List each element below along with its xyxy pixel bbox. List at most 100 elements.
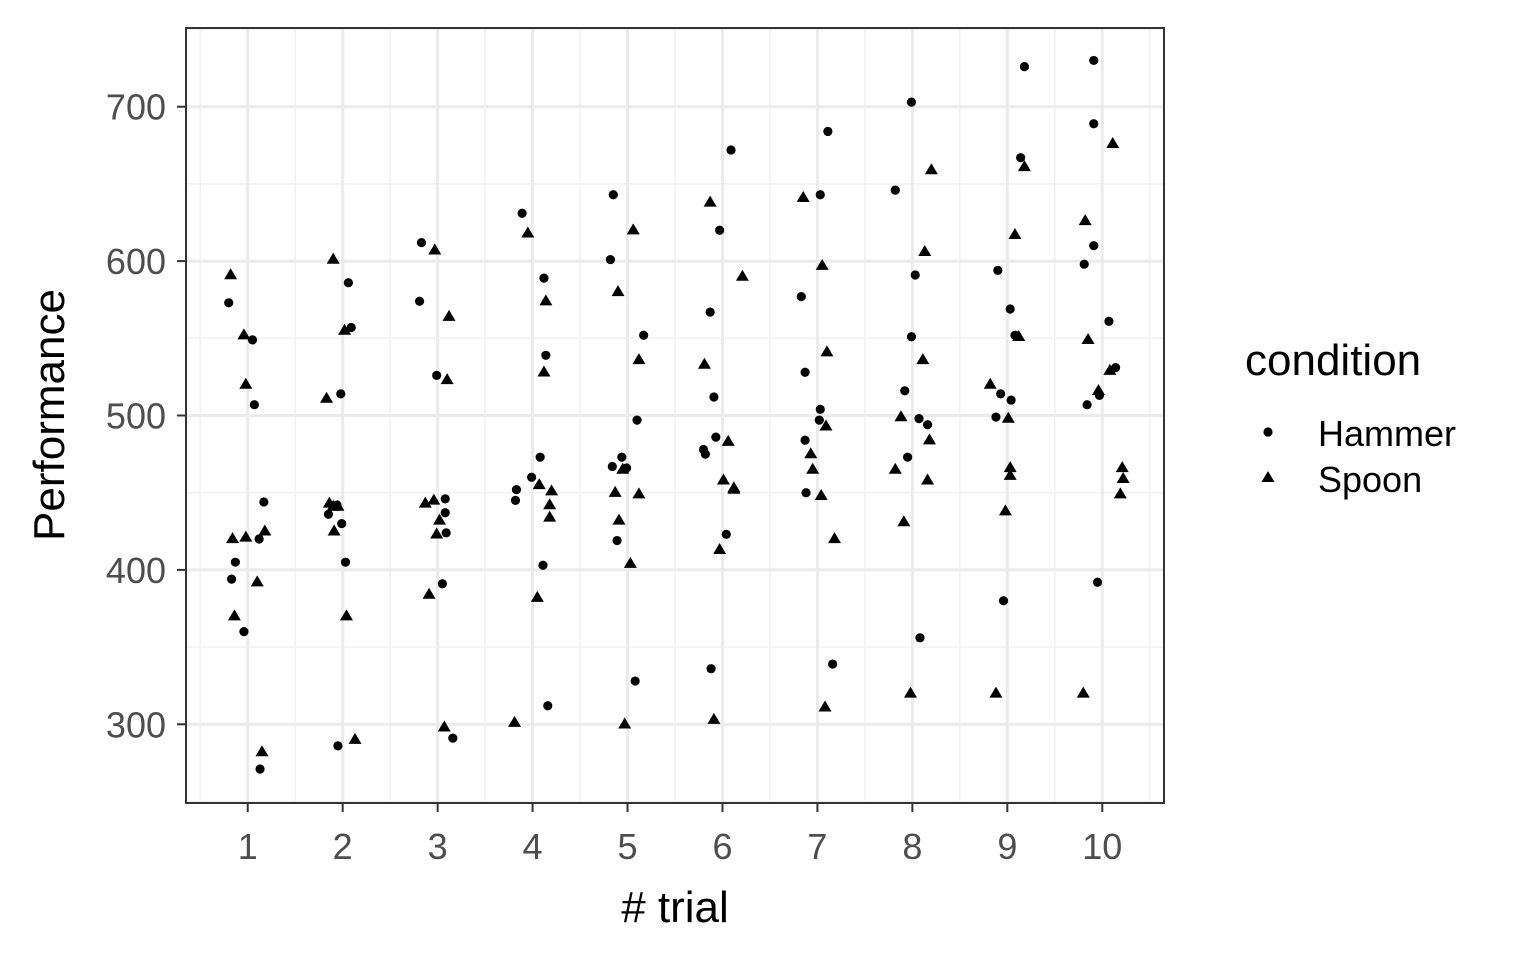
point-spoon bbox=[989, 686, 1003, 698]
point-hammer bbox=[226, 574, 237, 584]
point-hammer bbox=[915, 633, 925, 643]
point-hammer bbox=[259, 497, 269, 507]
point-spoon bbox=[331, 499, 345, 511]
point-spoon bbox=[819, 419, 833, 431]
point-hammer bbox=[823, 126, 833, 137]
point-spoon bbox=[543, 498, 557, 510]
point-hammer bbox=[448, 733, 458, 743]
point-hammer bbox=[1016, 153, 1026, 163]
point-spoon bbox=[1103, 363, 1117, 375]
point-spoon bbox=[537, 365, 551, 377]
point-spoon bbox=[530, 590, 544, 602]
point-spoon bbox=[338, 323, 352, 335]
point-spoon bbox=[339, 609, 353, 621]
point-hammer bbox=[1006, 395, 1016, 405]
point-spoon bbox=[327, 524, 341, 536]
point-spoon bbox=[611, 285, 625, 297]
point-spoon bbox=[921, 473, 935, 485]
point-spoon bbox=[814, 488, 828, 500]
point-hammer bbox=[815, 190, 825, 200]
point-spoon bbox=[820, 345, 834, 357]
legend-label-hammer: Hammer bbox=[1318, 413, 1456, 454]
legend-label-spoon: Spoon bbox=[1318, 459, 1422, 500]
point-spoon bbox=[1003, 461, 1017, 473]
point-spoon bbox=[1106, 136, 1120, 148]
point-hammer bbox=[815, 404, 825, 414]
point-hammer bbox=[323, 509, 334, 519]
legend-key-spoon-triangle-icon bbox=[1261, 471, 1275, 482]
point-hammer bbox=[709, 392, 719, 402]
data-points bbox=[224, 55, 1130, 774]
point-spoon bbox=[888, 462, 902, 474]
point-spoon bbox=[224, 268, 238, 280]
point-hammer bbox=[249, 400, 259, 410]
x-tick-label: 9 bbox=[997, 826, 1017, 867]
point-spoon bbox=[818, 700, 832, 712]
point-hammer bbox=[541, 350, 551, 360]
point-hammer bbox=[800, 367, 810, 377]
point-spoon bbox=[226, 532, 240, 544]
point-spoon bbox=[626, 223, 640, 235]
point-spoon bbox=[422, 587, 436, 599]
point-spoon bbox=[1091, 383, 1105, 395]
point-spoon bbox=[903, 686, 917, 698]
point-spoon bbox=[828, 532, 842, 544]
point-spoon bbox=[623, 556, 637, 568]
point-hammer bbox=[914, 413, 924, 424]
point-spoon bbox=[539, 294, 553, 306]
point-hammer bbox=[538, 560, 548, 570]
point-spoon bbox=[521, 226, 535, 238]
point-spoon bbox=[1076, 686, 1090, 698]
point-hammer bbox=[906, 332, 917, 342]
point-hammer bbox=[715, 225, 725, 235]
point-hammer bbox=[1092, 577, 1103, 587]
point-hammer bbox=[903, 452, 913, 462]
point-spoon bbox=[998, 504, 1012, 516]
point-spoon bbox=[713, 542, 727, 554]
point-spoon bbox=[894, 410, 908, 422]
x-tick-label: 7 bbox=[807, 826, 827, 867]
point-hammer bbox=[991, 412, 1001, 422]
point-spoon bbox=[1008, 228, 1022, 240]
point-spoon bbox=[916, 353, 930, 365]
point-spoon bbox=[632, 487, 646, 499]
point-hammer bbox=[437, 579, 447, 589]
point-hammer bbox=[607, 461, 617, 472]
point-hammer bbox=[612, 535, 622, 546]
point-hammer bbox=[247, 335, 258, 345]
point-hammer bbox=[255, 764, 265, 774]
point-hammer bbox=[1079, 259, 1089, 269]
point-hammer bbox=[996, 389, 1006, 399]
point-spoon bbox=[918, 245, 932, 257]
point-spoon bbox=[428, 243, 442, 255]
point-spoon bbox=[1078, 214, 1092, 226]
point-spoon bbox=[697, 357, 711, 369]
point-hammer bbox=[998, 596, 1009, 606]
point-hammer bbox=[1082, 400, 1092, 410]
point-spoon bbox=[348, 732, 362, 744]
point-spoon bbox=[545, 484, 559, 496]
point-hammer bbox=[608, 190, 618, 200]
point-spoon bbox=[239, 377, 253, 389]
point-hammer bbox=[254, 534, 264, 544]
point-spoon bbox=[924, 163, 938, 175]
point-hammer bbox=[711, 432, 721, 442]
point-spoon bbox=[440, 373, 454, 385]
x-tick-label: 3 bbox=[428, 826, 448, 867]
point-hammer bbox=[617, 452, 627, 462]
point-spoon bbox=[703, 195, 717, 207]
point-hammer bbox=[706, 664, 716, 674]
point-hammer bbox=[800, 435, 810, 445]
y-axis-title: Performance bbox=[25, 289, 74, 541]
point-spoon bbox=[983, 377, 997, 389]
point-spoon bbox=[442, 309, 456, 321]
x-axis-title: # trial bbox=[621, 883, 729, 932]
point-hammer bbox=[993, 265, 1003, 275]
point-hammer bbox=[1019, 61, 1030, 72]
x-tick-label: 2 bbox=[333, 826, 353, 867]
point-hammer bbox=[543, 701, 553, 711]
point-spoon bbox=[326, 252, 340, 264]
point-hammer bbox=[230, 557, 240, 567]
point-spoon bbox=[1113, 487, 1127, 499]
